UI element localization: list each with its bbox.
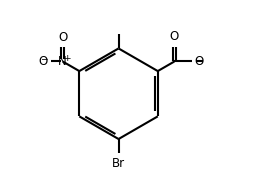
Text: −: − bbox=[40, 54, 47, 63]
Text: Br: Br bbox=[112, 157, 125, 170]
Text: O: O bbox=[38, 55, 47, 68]
Text: N: N bbox=[58, 55, 67, 68]
Text: O: O bbox=[194, 55, 203, 68]
Text: O: O bbox=[170, 30, 179, 43]
Text: +: + bbox=[63, 54, 70, 63]
Text: O: O bbox=[58, 31, 67, 44]
